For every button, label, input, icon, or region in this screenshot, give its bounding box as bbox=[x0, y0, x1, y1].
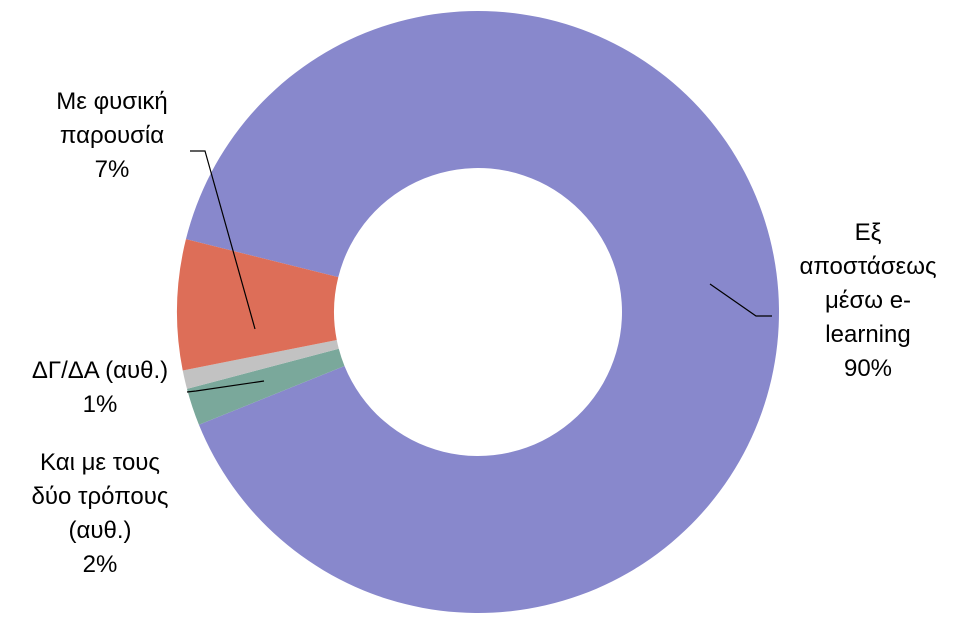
data-label-line: ΔΓ/ΔΑ (αυθ.) bbox=[32, 357, 168, 384]
data-label-line: 1% bbox=[83, 391, 118, 418]
leaders-layer bbox=[186, 150, 772, 393]
data-label-line: Εξ bbox=[855, 219, 882, 246]
data-label-line: Και με τους bbox=[40, 449, 160, 476]
data-label-line: παρουσία bbox=[60, 122, 164, 149]
data-label-line: 90% bbox=[844, 355, 892, 382]
data-label-line: 7% bbox=[95, 156, 130, 183]
data-label-line: learning bbox=[825, 321, 910, 348]
data-label-line: 2% bbox=[83, 551, 118, 578]
data-label-line: (αυθ.) bbox=[69, 517, 132, 544]
leader-line-με-φυσική-παρουσία bbox=[190, 150, 256, 330]
data-label-line: αποστάσεως bbox=[799, 253, 936, 280]
data-label-εξ-αποστάσεως-μέσω-e-learning: Εξ αποστάσεως μέσω e-learning 90% bbox=[799, 219, 936, 382]
slice-εξ-αποστάσεως-μέσω-e-learning bbox=[185, 10, 779, 614]
slice-δγ-δα-αυθ bbox=[182, 339, 339, 389]
data-label-line: Με φυσική bbox=[56, 88, 168, 115]
labels-layer: Εξ αποστάσεως μέσω e-learning 90% Και με του… bbox=[32, 88, 937, 578]
data-label-με-φυσική-παρουσία: Με φυσική παρουσία 7% bbox=[56, 88, 168, 183]
data-label-δγ-δα-αυθ: ΔΓ/ΔΑ (αυθ.) 1% bbox=[32, 357, 168, 418]
data-label-line: δύο τρόπους bbox=[32, 483, 169, 510]
slice-και-με-τους-δύο-τρόπους-αυθ bbox=[186, 348, 345, 425]
slice-με-φυσική-παρουσία bbox=[176, 239, 339, 371]
leader-line-δγ-δα-αυθ bbox=[186, 380, 265, 393]
data-label-και-με-τους-δύο-τρόπους-αυθ: Και με τους δύο τρόπους (αυθ.) 2% bbox=[32, 449, 169, 578]
slices-layer bbox=[176, 10, 779, 614]
leader-line-εξ-αποστάσεως-μέσω-e-learning bbox=[709, 283, 772, 317]
data-label-line: μέσω e- bbox=[825, 287, 911, 314]
